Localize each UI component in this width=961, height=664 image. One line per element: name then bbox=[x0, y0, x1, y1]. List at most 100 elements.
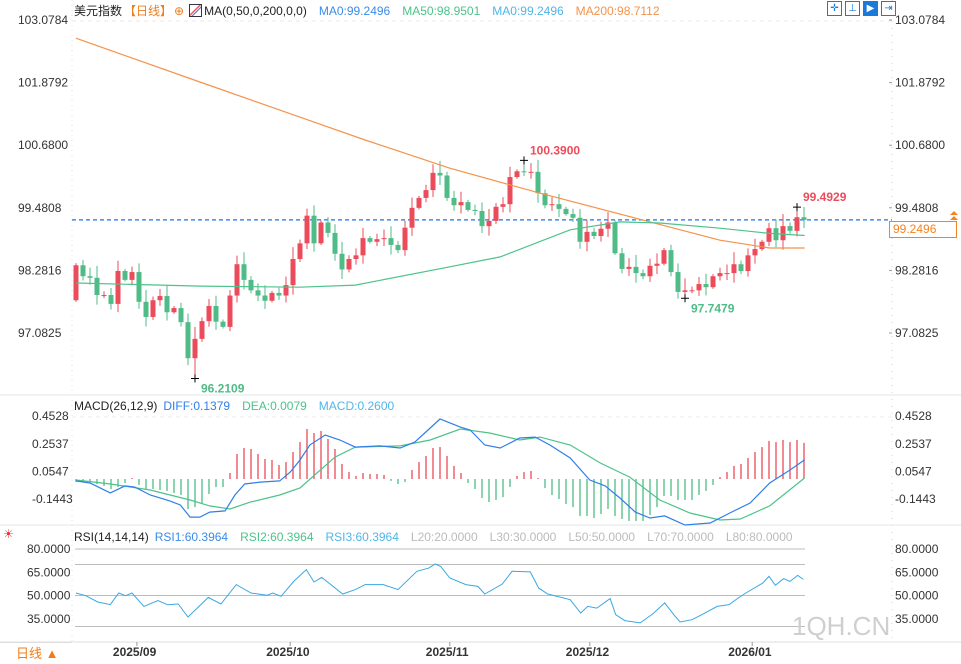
rsi-tick-left: 35.0000 bbox=[27, 612, 71, 626]
price-tick-right: 100.6800 bbox=[895, 138, 945, 152]
macd-dea: DEA:0.0079 bbox=[242, 399, 307, 413]
candle-down bbox=[213, 305, 219, 322]
candle-down bbox=[563, 208, 569, 215]
candle-up bbox=[360, 238, 366, 256]
candle-up bbox=[752, 249, 758, 256]
candle-down bbox=[521, 171, 527, 173]
extreme-marker bbox=[793, 203, 801, 212]
candle-down bbox=[248, 279, 254, 291]
candle-down bbox=[255, 290, 261, 296]
candle-up bbox=[416, 197, 422, 208]
period-selector-button[interactable]: 日线 ▲ bbox=[0, 642, 72, 663]
candle-up bbox=[626, 266, 632, 269]
candle-down bbox=[87, 276, 93, 278]
candle-up bbox=[794, 217, 800, 231]
chart-toolbar: ✛ ⊥ ▶ ⇥ bbox=[827, 1, 896, 16]
rsi1-value: RSI1:60.3964 bbox=[154, 530, 229, 544]
price-tick-left: 103.0784 bbox=[18, 13, 68, 27]
move-right-icon[interactable]: ⇥ bbox=[881, 1, 896, 16]
indicator-settings-icon[interactable] bbox=[189, 4, 203, 17]
candle-up bbox=[150, 300, 156, 317]
candle-down bbox=[388, 238, 394, 245]
candle-down bbox=[143, 301, 149, 317]
candle-up bbox=[514, 171, 520, 178]
scroll-to-latest-icon[interactable] bbox=[950, 211, 959, 220]
candle-up bbox=[549, 204, 555, 206]
candle-up bbox=[745, 255, 751, 272]
candle-up bbox=[402, 227, 408, 251]
candle-up bbox=[157, 296, 163, 301]
candle-up bbox=[458, 202, 464, 206]
price-tick-right: 97.0825 bbox=[895, 326, 939, 340]
rsi-tick-right: 65.0000 bbox=[895, 565, 939, 579]
add-indicator-icon[interactable]: ⊕ bbox=[174, 3, 185, 18]
candle-up bbox=[423, 190, 429, 198]
candle-up bbox=[780, 226, 786, 241]
candle-down bbox=[185, 322, 191, 359]
macd-tick-right: 0.0547 bbox=[895, 464, 932, 478]
price-tick-left: 101.8792 bbox=[18, 76, 68, 90]
date-tick-label: 2025/11 bbox=[426, 645, 469, 659]
candle-down bbox=[332, 232, 338, 254]
low-price-label: 96.2109 bbox=[201, 381, 245, 395]
candle-down bbox=[640, 273, 646, 277]
candle-up bbox=[171, 308, 177, 313]
price-tick-left: 99.4808 bbox=[18, 201, 62, 215]
l50-value: L50:50.0000 bbox=[568, 530, 636, 544]
candle-down bbox=[738, 264, 744, 272]
period-label[interactable]: 【日线】 bbox=[124, 4, 173, 18]
candle-down bbox=[108, 295, 114, 304]
candle-up bbox=[101, 295, 107, 297]
rsi-legend: RSI(14,14,14) RSI1:60.3964 RSI2:60.3964 … bbox=[74, 530, 805, 544]
l20-value: L20:20.0000 bbox=[410, 530, 478, 544]
ma50-line bbox=[75, 221, 805, 288]
extreme-marker bbox=[520, 156, 528, 165]
candle-down bbox=[577, 217, 583, 242]
candle-up bbox=[297, 243, 303, 260]
settings-sun-icon[interactable]: ☀ bbox=[3, 527, 14, 541]
candle-down bbox=[94, 277, 100, 296]
last-price-label: 99.2496 bbox=[889, 221, 957, 238]
candle-down bbox=[668, 250, 674, 273]
candle-down bbox=[619, 253, 625, 269]
macd-tick-left: 0.2537 bbox=[32, 437, 69, 451]
candle-up bbox=[584, 231, 590, 242]
candle-up bbox=[430, 172, 436, 191]
candle-up bbox=[409, 207, 415, 228]
candle-up bbox=[290, 259, 296, 286]
candle-down bbox=[787, 226, 793, 231]
rsi-tick-right: 50.0000 bbox=[895, 589, 939, 603]
watermark-logo: 1QH.CN bbox=[792, 611, 891, 641]
candle-down bbox=[80, 265, 86, 277]
main-legend: 美元指数 【日线】 ⊕ MA(0,50,0,200,0,0) MA0:99.24… bbox=[74, 2, 672, 19]
dea-line bbox=[75, 428, 806, 521]
candle-up bbox=[206, 305, 212, 322]
candle-down bbox=[633, 266, 639, 274]
rsi-tick-left: 50.0000 bbox=[27, 589, 71, 603]
macd-tick-left: 0.4528 bbox=[32, 409, 69, 423]
candle-up bbox=[318, 222, 324, 244]
range-icon[interactable]: ⊥ bbox=[845, 1, 860, 16]
candle-up bbox=[717, 273, 723, 277]
candle-up bbox=[647, 265, 653, 277]
candle-down bbox=[703, 284, 709, 288]
candle-up bbox=[724, 273, 730, 275]
candle-up bbox=[598, 228, 604, 237]
candle-down bbox=[262, 295, 268, 301]
candle-down bbox=[591, 231, 597, 237]
candle-down bbox=[612, 222, 618, 254]
rsi-tick-right: 35.0000 bbox=[895, 612, 939, 626]
crosshair-icon[interactable]: ✛ bbox=[827, 1, 842, 16]
play-icon[interactable]: ▶ bbox=[863, 1, 878, 16]
rsi-tick-left: 65.0000 bbox=[27, 565, 71, 579]
rsi2-value: RSI2:60.3964 bbox=[240, 530, 314, 544]
diff-line bbox=[75, 418, 806, 526]
candle-up bbox=[346, 259, 352, 270]
candle-up bbox=[654, 263, 660, 266]
candle-down bbox=[164, 296, 170, 313]
candle-up bbox=[507, 177, 513, 205]
candle-down bbox=[367, 238, 373, 242]
candle-down bbox=[472, 209, 478, 211]
candle-up bbox=[493, 206, 499, 221]
